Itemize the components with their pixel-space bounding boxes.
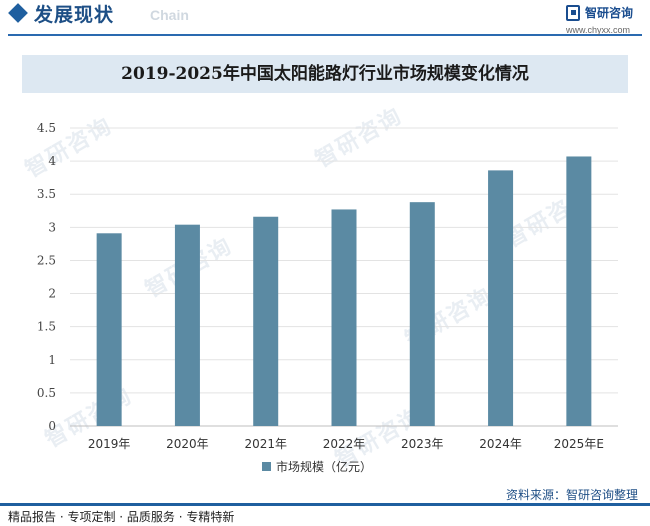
x-tick-label: 2020年 xyxy=(166,437,209,451)
logo-url: www.chyxx.com xyxy=(566,25,631,35)
legend-label: 市场规模（亿元） xyxy=(276,459,372,474)
section-subtitle: Chain xyxy=(150,7,189,23)
logo-icon xyxy=(566,5,580,21)
y-tick-label: 0 xyxy=(48,419,56,433)
y-tick-label: 4 xyxy=(48,154,56,168)
y-tick-label: 1.5 xyxy=(37,320,56,334)
logo-name: 智研咨询 xyxy=(585,6,634,20)
y-tick-label: 2 xyxy=(48,287,56,301)
y-tick-label: 1 xyxy=(48,353,56,367)
bar xyxy=(409,202,435,426)
bar xyxy=(96,233,122,426)
source-note: 资料来源：智研咨询整理 xyxy=(505,488,638,502)
y-tick-label: 3 xyxy=(48,220,56,234)
header-divider xyxy=(8,34,642,36)
bar xyxy=(566,156,592,426)
y-tick-label: 2.5 xyxy=(37,253,56,267)
y-tick-label: 3.5 xyxy=(37,187,56,201)
footer-divider xyxy=(0,503,650,506)
footer-tagline: 精品报告 · 专项定制 · 品质服务 · 专精特新 xyxy=(8,510,235,524)
chart-title-band: 2019-2025年中国太阳能路灯行业市场规模变化情况 xyxy=(22,55,628,93)
bar xyxy=(331,209,357,426)
x-tick-label: 2021年 xyxy=(244,437,287,451)
x-tick-label: 2019年 xyxy=(88,437,131,451)
header: 发展现状 Chain 智研咨询 www.chyxx.com xyxy=(0,0,650,40)
x-tick-label: 2024年 xyxy=(479,437,522,451)
bar xyxy=(253,216,279,426)
bar xyxy=(488,170,514,426)
x-tick-label: 2025年E xyxy=(554,437,604,451)
logo: 智研咨询 www.chyxx.com xyxy=(566,4,646,38)
legend-swatch xyxy=(262,462,271,471)
y-tick-label: 0.5 xyxy=(37,386,56,400)
x-tick-label: 2023年 xyxy=(401,437,444,451)
section-title: 发展现状 xyxy=(34,4,115,26)
y-tick-label: 4.5 xyxy=(37,121,56,135)
chart-title: 2019-2025年中国太阳能路灯行业市场规模变化情况 xyxy=(121,64,529,84)
bar xyxy=(174,224,200,426)
x-tick-label: 2022年 xyxy=(323,437,366,451)
